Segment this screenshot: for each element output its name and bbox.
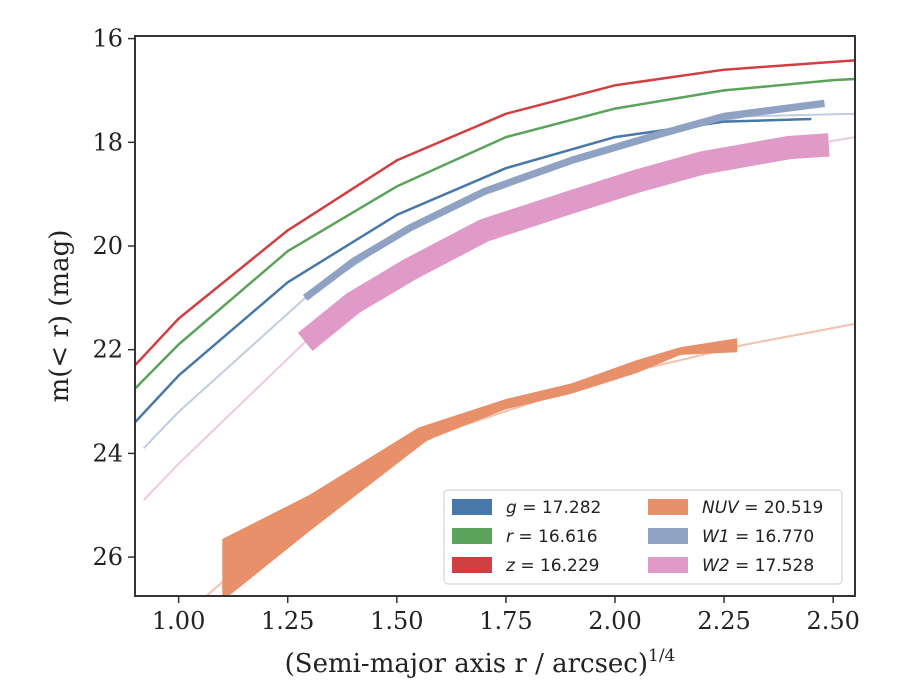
x-tick-label: 2.00 [588, 607, 641, 635]
y-tick-label: 26 [92, 543, 123, 571]
x-tick-label: 2.25 [697, 607, 750, 635]
y-tick-label: 16 [92, 25, 123, 53]
legend-label-w2: W2 = 17.528 [702, 556, 814, 576]
x-tick-label: 1.50 [370, 607, 423, 635]
legend-swatch-nuv [648, 499, 688, 515]
legend-box [443, 489, 843, 585]
y-tick-label: 22 [92, 336, 123, 364]
y-axis-ticks: 16 18 20 22 24 26 [92, 25, 135, 571]
series-r-line [135, 77, 855, 390]
y-axis-label: m(< r) (mag) [45, 230, 75, 403]
legend-swatch-r [452, 528, 492, 544]
legend-label-z: z = 16.229 [505, 556, 599, 576]
legend-label-nuv: NUV = 20.519 [702, 498, 823, 518]
x-axis-ticks: 1.00 1.25 1.50 1.75 2.00 2.25 2.50 [152, 596, 860, 635]
y-tick-label: 18 [92, 128, 123, 156]
series-z-line [135, 59, 855, 367]
legend-label-r: r = 16.616 [506, 527, 598, 547]
x-tick-label: 1.25 [261, 607, 314, 635]
x-tick-label: 1.00 [152, 607, 205, 635]
plot-frame [134, 35, 856, 597]
legend-swatch-z [452, 557, 492, 573]
y-tick-label: 24 [92, 439, 123, 467]
x-tick-label: 2.50 [806, 607, 859, 635]
x-axis-label: (Semi-major axis r / arcsec)1/4 [285, 646, 676, 679]
legend-swatch-g [452, 499, 492, 515]
legend: g = 17.282 r = 16.616 z = 16.229 NUV = 20.5… [443, 489, 843, 585]
series-w1-line [302, 99, 825, 301]
series-w2-tail [142, 136, 855, 501]
legend-swatch-w1 [648, 528, 688, 544]
series-layer [135, 59, 855, 596]
legend-swatch-w2 [648, 557, 688, 573]
x-tick-label: 1.75 [479, 607, 532, 635]
y-tick-label: 20 [92, 232, 123, 260]
series-w2-line [297, 133, 830, 351]
legend-label-g: g = 17.282 [506, 498, 601, 518]
legend-label-w1: W1 = 16.770 [702, 527, 814, 547]
